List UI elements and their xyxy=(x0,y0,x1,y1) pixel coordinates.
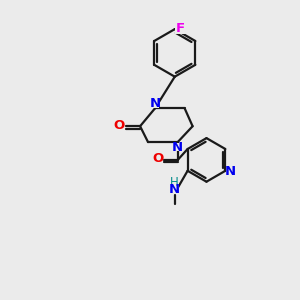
Text: O: O xyxy=(152,152,164,165)
FancyBboxPatch shape xyxy=(153,155,163,164)
Text: F: F xyxy=(176,22,185,34)
FancyBboxPatch shape xyxy=(171,179,179,187)
FancyBboxPatch shape xyxy=(226,167,235,176)
Text: N: N xyxy=(172,140,183,154)
Text: N: N xyxy=(149,97,161,110)
FancyBboxPatch shape xyxy=(175,25,187,34)
Text: H: H xyxy=(170,176,179,189)
FancyBboxPatch shape xyxy=(151,99,159,108)
FancyBboxPatch shape xyxy=(114,122,124,131)
FancyBboxPatch shape xyxy=(173,142,182,152)
Text: N: N xyxy=(169,183,180,196)
Text: O: O xyxy=(114,119,125,132)
FancyBboxPatch shape xyxy=(170,185,179,194)
Text: N: N xyxy=(225,165,236,178)
